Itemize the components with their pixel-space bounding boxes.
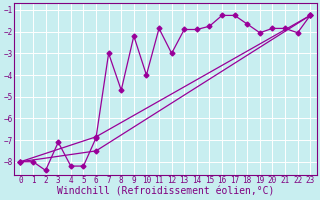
X-axis label: Windchill (Refroidissement éolien,°C): Windchill (Refroidissement éolien,°C) [57, 187, 274, 197]
